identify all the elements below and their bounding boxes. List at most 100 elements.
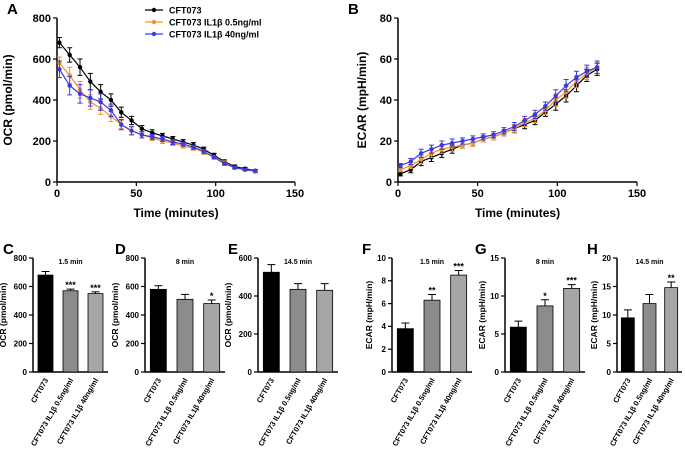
y-axis-label: ECAR (mpH/min) bbox=[589, 281, 599, 350]
marker bbox=[491, 132, 496, 138]
error-bar bbox=[181, 293, 189, 300]
marker bbox=[563, 83, 569, 88]
marker bbox=[67, 83, 72, 88]
marker bbox=[57, 40, 62, 45]
marker bbox=[170, 139, 176, 145]
y-axis-label: ECAR (mpH/min) bbox=[477, 281, 487, 350]
y-tick-label: 0 bbox=[607, 368, 612, 377]
error-bar bbox=[667, 281, 676, 288]
y-axis-label: OCR (pmol/min) bbox=[0, 282, 8, 347]
bar bbox=[620, 317, 635, 373]
marker bbox=[201, 149, 206, 154]
marker bbox=[98, 99, 103, 105]
y-tick-label: 8 bbox=[382, 277, 387, 286]
marker bbox=[398, 163, 403, 168]
panel-label: B bbox=[348, 1, 359, 18]
marker bbox=[439, 142, 445, 148]
marker bbox=[108, 97, 114, 103]
bar bbox=[149, 288, 167, 373]
x-tick-label: 50 bbox=[472, 188, 484, 200]
x-tick-label: CFT073 bbox=[142, 377, 163, 405]
y-tick-label: 800 bbox=[14, 254, 28, 263]
marker bbox=[108, 108, 114, 113]
marker bbox=[418, 151, 424, 156]
x-tick-label: 50 bbox=[130, 188, 142, 200]
y-tick-label: 4 bbox=[382, 322, 387, 331]
marker bbox=[180, 141, 186, 147]
panel-label: E bbox=[228, 241, 238, 258]
y-axis-label: ECAR (mpH/min) bbox=[364, 281, 374, 350]
marker bbox=[77, 91, 83, 97]
x-axis-label: Time (minutes) bbox=[475, 206, 560, 220]
error-bar bbox=[207, 299, 216, 304]
subtitle: 1.5 min bbox=[420, 259, 444, 266]
y-tick-label: 15 bbox=[490, 254, 499, 263]
marker bbox=[449, 140, 455, 146]
significance: *** bbox=[453, 262, 464, 272]
y-tick-label: 600 bbox=[126, 282, 140, 291]
marker bbox=[429, 147, 434, 152]
error-bar bbox=[567, 284, 576, 289]
bar bbox=[563, 287, 581, 373]
legend-label: CFT073 bbox=[169, 6, 202, 16]
significance: * bbox=[210, 291, 214, 301]
y-tick-label: 0 bbox=[386, 177, 392, 189]
y-tick-label: 600 bbox=[33, 54, 51, 66]
x-tick-label: CFT073 bbox=[29, 377, 50, 405]
subtitle: 14.5 min bbox=[284, 259, 312, 266]
y-tick-label: 40 bbox=[380, 95, 392, 107]
error-bar bbox=[320, 283, 329, 291]
marker bbox=[191, 144, 196, 150]
bar bbox=[262, 271, 280, 373]
bar bbox=[450, 274, 468, 373]
marker bbox=[150, 130, 155, 135]
marker bbox=[512, 124, 517, 129]
y-tick-label: 600 bbox=[239, 254, 253, 263]
bar bbox=[289, 288, 307, 373]
x-tick-label: CFT073 bbox=[502, 377, 523, 405]
bar bbox=[203, 303, 221, 373]
y-tick-label: 5 bbox=[607, 339, 612, 348]
subtitle: 8 min bbox=[176, 259, 194, 266]
series-line bbox=[58, 42, 256, 172]
y-tick-label: 6 bbox=[382, 299, 387, 308]
legend-marker bbox=[151, 7, 157, 13]
y-tick-label: 400 bbox=[33, 95, 51, 107]
y-tick-label: 200 bbox=[126, 339, 140, 348]
y-tick-label: 200 bbox=[14, 339, 28, 348]
y-tick-label: 10 bbox=[490, 292, 499, 301]
marker bbox=[398, 167, 403, 172]
marker bbox=[584, 69, 590, 74]
y-tick-label: 400 bbox=[126, 311, 140, 320]
legend-label: CFT073 IL1β 40ng/ml bbox=[169, 30, 259, 40]
marker bbox=[253, 168, 258, 173]
marker bbox=[150, 134, 155, 140]
error-bar bbox=[66, 288, 75, 291]
significance: *** bbox=[65, 280, 76, 290]
x-tick-label: 100 bbox=[548, 188, 566, 200]
y-tick-label: 0 bbox=[23, 368, 28, 377]
subtitle: 1.5 min bbox=[58, 259, 82, 266]
y-tick-label: 0 bbox=[382, 368, 387, 377]
marker bbox=[594, 65, 600, 70]
marker bbox=[553, 93, 558, 99]
error-bar bbox=[645, 293, 654, 304]
y-tick-label: 600 bbox=[14, 282, 28, 291]
y-tick-label: 200 bbox=[239, 330, 253, 339]
series-line bbox=[58, 68, 256, 172]
y-tick-label: 5 bbox=[495, 330, 500, 339]
panel-label: F bbox=[362, 241, 371, 258]
marker bbox=[67, 52, 72, 58]
subtitle: 14.5 min bbox=[635, 259, 663, 266]
marker bbox=[119, 122, 124, 127]
error-bar bbox=[541, 299, 549, 306]
marker bbox=[460, 138, 465, 144]
bar bbox=[642, 303, 657, 373]
y-axis-label: ECAR (mpH/min) bbox=[355, 52, 369, 149]
x-tick-label: 150 bbox=[286, 188, 304, 200]
y-tick-label: 20 bbox=[602, 254, 611, 263]
y-tick-label: 2 bbox=[382, 345, 387, 354]
y-tick-label: 0 bbox=[135, 368, 140, 377]
marker bbox=[522, 118, 527, 123]
error-bar bbox=[623, 309, 632, 318]
